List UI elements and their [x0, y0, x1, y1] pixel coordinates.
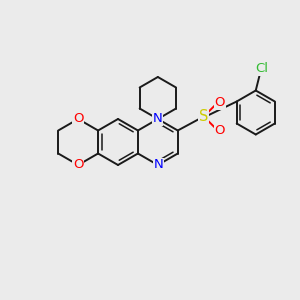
Text: O: O	[73, 112, 83, 125]
Text: S: S	[199, 109, 208, 124]
Text: N: N	[154, 158, 164, 172]
Text: O: O	[73, 158, 83, 172]
Text: N: N	[153, 112, 163, 125]
Text: O: O	[214, 96, 225, 109]
Text: Cl: Cl	[255, 62, 268, 75]
Text: O: O	[214, 124, 225, 137]
